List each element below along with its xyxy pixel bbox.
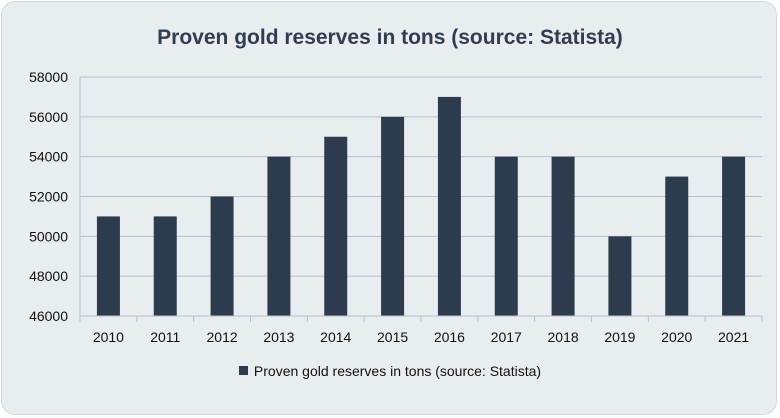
x-tick-label: 2019 (604, 329, 635, 345)
chart-legend: Proven gold reserves in tons (source: St… (0, 363, 780, 379)
x-tick-label: 2018 (548, 329, 579, 345)
bar (210, 196, 234, 316)
x-tick-label: 2016 (434, 329, 465, 345)
y-tick-label: 46000 (29, 308, 68, 324)
bar (494, 156, 518, 316)
x-tick-label: 2021 (718, 329, 749, 345)
x-tick-label: 2020 (661, 329, 692, 345)
x-tick-label: 2010 (93, 329, 124, 345)
x-tick-label: 2012 (207, 329, 238, 345)
x-tick-label: 2015 (377, 329, 408, 345)
legend-label: Proven gold reserves in tons (source: St… (253, 363, 542, 379)
bar (608, 236, 632, 316)
bar (437, 96, 461, 317)
bar (722, 156, 746, 316)
y-tick-label: 58000 (29, 69, 68, 85)
bar (267, 156, 291, 316)
y-tick-label: 48000 (29, 268, 68, 284)
bar (96, 216, 120, 316)
x-tick-label: 2017 (491, 329, 522, 345)
bar (153, 216, 177, 316)
x-tick-label: 2011 (150, 329, 180, 345)
bar (551, 156, 575, 316)
chart-title: Proven gold reserves in tons (source: St… (157, 26, 623, 49)
y-tick-label: 50000 (29, 228, 68, 244)
y-tick-label: 56000 (29, 109, 68, 125)
x-tick-label: 2014 (320, 329, 351, 345)
bar (665, 176, 689, 316)
legend-swatch (238, 366, 248, 375)
y-tick-label: 54000 (29, 149, 68, 165)
bar (324, 136, 348, 316)
x-tick-label: 2013 (263, 329, 294, 345)
bar (381, 116, 405, 316)
y-tick-label: 52000 (29, 189, 68, 205)
